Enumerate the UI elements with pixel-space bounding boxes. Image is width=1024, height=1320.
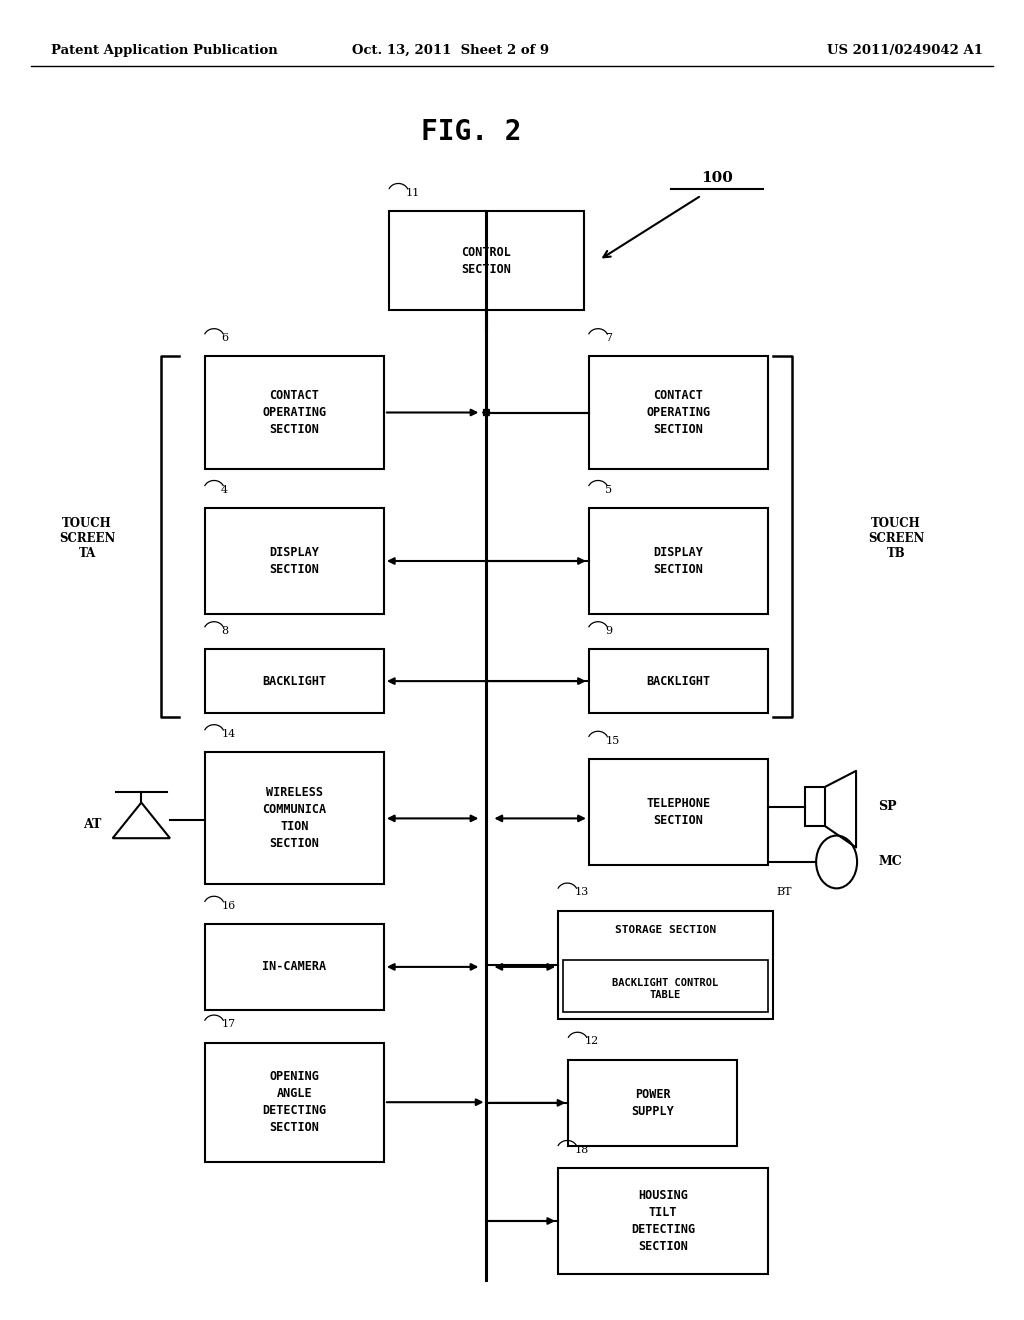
Text: 6: 6 [221,333,228,343]
Bar [589,356,768,469]
Bar [589,649,768,713]
Text: 9: 9 [605,626,612,636]
Text: FIG. 2: FIG. 2 [421,117,521,147]
Text: 14: 14 [221,729,236,739]
Text: TOUCH
SCREEN
TA: TOUCH SCREEN TA [58,517,116,560]
Text: 17: 17 [221,1019,236,1030]
Bar [205,649,384,713]
Text: 11: 11 [406,187,420,198]
Text: STORAGE SECTION: STORAGE SECTION [615,925,716,936]
Bar [389,211,584,310]
Text: CONTACT
OPERATING
SECTION: CONTACT OPERATING SECTION [262,389,327,436]
Bar [805,787,825,826]
Text: 5: 5 [605,484,612,495]
Bar [589,759,768,865]
Bar [589,508,768,614]
Text: CONTACT
OPERATING
SECTION: CONTACT OPERATING SECTION [646,389,711,436]
Text: 12: 12 [585,1036,599,1047]
Bar [563,960,768,1012]
Bar [205,1043,384,1162]
Bar [558,911,773,1019]
Text: HOUSING
TILT
DETECTING
SECTION: HOUSING TILT DETECTING SECTION [631,1189,695,1253]
Text: Oct. 13, 2011  Sheet 2 of 9: Oct. 13, 2011 Sheet 2 of 9 [352,44,549,57]
Text: US 2011/0249042 A1: US 2011/0249042 A1 [827,44,983,57]
Text: IN-CAMERA: IN-CAMERA [262,961,327,973]
Text: BACKLIGHT CONTROL
TABLE: BACKLIGHT CONTROL TABLE [612,978,719,1001]
Text: AT: AT [83,818,101,832]
Text: POWER
SUPPLY: POWER SUPPLY [632,1088,674,1118]
Text: 8: 8 [221,626,228,636]
Text: BACKLIGHT: BACKLIGHT [646,675,711,688]
Text: 16: 16 [221,900,236,911]
Bar [558,1168,768,1274]
Text: CONTROL
SECTION: CONTROL SECTION [462,246,511,276]
Text: DISPLAY
SECTION: DISPLAY SECTION [653,546,703,576]
Text: Patent Application Publication: Patent Application Publication [51,44,278,57]
Text: 18: 18 [574,1144,589,1155]
Text: TELEPHONE
SECTION: TELEPHONE SECTION [646,797,711,826]
Text: SP: SP [879,800,897,813]
Bar [205,924,384,1010]
Text: 7: 7 [605,333,612,343]
Bar [568,1060,737,1146]
Bar [205,752,384,884]
Text: 4: 4 [221,484,228,495]
Text: 100: 100 [700,170,733,185]
Text: 13: 13 [574,887,589,898]
Bar [205,356,384,469]
Text: 15: 15 [605,735,620,746]
Text: WIRELESS
COMMUNICA
TION
SECTION: WIRELESS COMMUNICA TION SECTION [262,787,327,850]
Text: BACKLIGHT: BACKLIGHT [262,675,327,688]
Text: TOUCH
SCREEN
TB: TOUCH SCREEN TB [867,517,925,560]
Bar [205,508,384,614]
Text: BT: BT [776,887,792,898]
Text: OPENING
ANGLE
DETECTING
SECTION: OPENING ANGLE DETECTING SECTION [262,1071,327,1134]
Text: DISPLAY
SECTION: DISPLAY SECTION [269,546,319,576]
Text: MC: MC [879,855,902,869]
